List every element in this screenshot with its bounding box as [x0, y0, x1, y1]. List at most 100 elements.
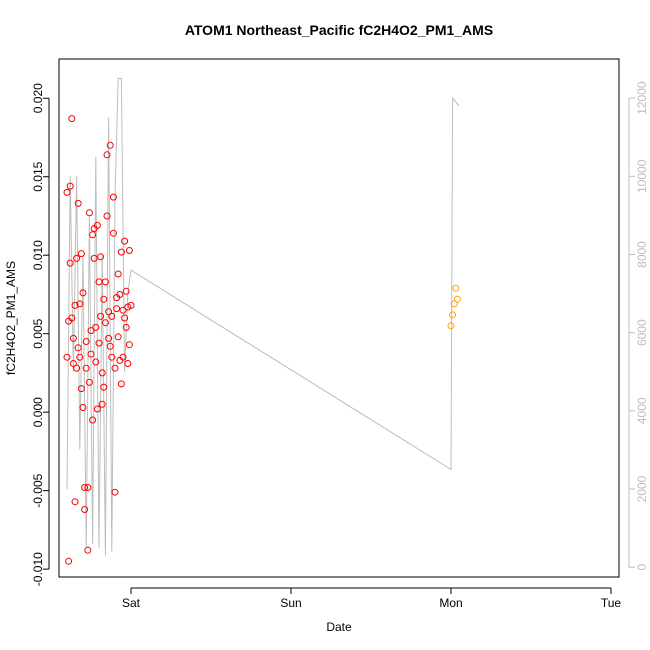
data-point — [114, 333, 122, 341]
data-point — [69, 360, 77, 367]
data-point — [449, 311, 457, 319]
y2-tick-label: 10000 — [635, 159, 649, 193]
data-point — [89, 231, 97, 239]
gray-line-series — [66, 78, 460, 556]
x-tick-label: Tue — [601, 596, 622, 610]
data-point — [77, 250, 85, 258]
data-point — [111, 488, 119, 496]
data-point — [63, 188, 71, 196]
y-tick-label: 0.000 — [31, 397, 45, 427]
data-point — [79, 404, 87, 411]
data-point — [125, 247, 133, 254]
data-point — [113, 305, 121, 313]
data-point — [125, 341, 133, 349]
y-axis-right: 0 2000 4000 6000 8000 10000 12000 — [628, 81, 649, 571]
x-tick-label: Mon — [439, 596, 462, 610]
plot-area-frame — [58, 58, 620, 578]
data-point — [122, 287, 130, 295]
data-point — [114, 270, 122, 278]
data-point — [447, 322, 455, 330]
data-point — [127, 301, 135, 309]
data-point — [103, 212, 111, 220]
data-point — [69, 334, 77, 342]
x-tick-label: Sun — [280, 596, 301, 610]
data-point — [105, 334, 113, 342]
data-point — [82, 364, 90, 372]
data-point — [109, 229, 117, 237]
data-point — [74, 199, 82, 207]
data-point — [124, 360, 132, 367]
chart-title: ATOM1 Northeast_Pacific fC2H4O2_PM1_AMS — [185, 22, 493, 38]
y2-tick-label: 4000 — [635, 397, 649, 424]
data-point — [450, 300, 458, 308]
data-point — [119, 306, 127, 314]
data-point — [98, 369, 106, 377]
data-point — [66, 259, 74, 267]
data-point — [66, 182, 74, 190]
data-point — [109, 193, 117, 201]
x-axis-label: Date — [326, 620, 352, 634]
y-tick-label: -0.005 — [31, 473, 45, 507]
data-point — [71, 498, 79, 506]
data-point — [65, 557, 73, 565]
x-tick-label: Sat — [122, 596, 141, 610]
data-point — [116, 291, 124, 298]
data-point — [93, 405, 101, 413]
data-point — [76, 300, 84, 308]
data-point — [89, 416, 97, 424]
data-point — [106, 141, 114, 149]
y2-tick-label: 8000 — [635, 241, 649, 268]
data-point — [87, 327, 95, 335]
data-point — [92, 358, 100, 366]
data-point — [85, 209, 93, 217]
data-point — [117, 380, 125, 388]
data-point — [97, 312, 105, 320]
data-point — [77, 385, 85, 393]
data-point — [101, 319, 109, 327]
data-point — [452, 284, 460, 292]
data-point — [81, 484, 89, 491]
data-point — [76, 353, 84, 361]
y-tick-label: 0.015 — [31, 161, 45, 191]
data-point — [93, 221, 101, 229]
data-point — [106, 342, 114, 350]
y-axis-label: fC2H4O2_PM1_AMS — [4, 261, 18, 375]
data-point — [87, 350, 95, 358]
y-axis-left: -0.010 -0.005 0.000 0.005 0.010 0.015 0.020 — [31, 83, 50, 586]
data-point — [81, 506, 89, 513]
data-point — [90, 254, 98, 262]
data-point — [73, 364, 81, 372]
data-point — [117, 248, 125, 256]
data-point — [121, 314, 129, 322]
data-point — [108, 353, 116, 361]
data-point — [79, 289, 87, 297]
data-point — [84, 546, 92, 554]
data-point — [122, 323, 130, 331]
data-point — [111, 364, 119, 372]
y-tick-label: 0.020 — [31, 83, 45, 113]
data-point — [82, 338, 90, 345]
data-point — [85, 378, 93, 386]
y2-tick-label: 2000 — [635, 475, 649, 502]
data-point — [74, 344, 82, 352]
y2-tick-label: 6000 — [635, 319, 649, 346]
data-point — [95, 339, 103, 347]
data-point — [121, 237, 129, 245]
data-point — [97, 253, 105, 261]
data-point — [101, 278, 109, 286]
data-point — [453, 295, 461, 303]
data-point — [119, 353, 127, 361]
data-point — [68, 115, 76, 123]
data-point — [100, 295, 108, 303]
y-tick-label: 0.005 — [31, 318, 45, 348]
data-point — [63, 353, 71, 361]
data-point — [103, 151, 111, 159]
points-layer — [63, 115, 461, 565]
data-point — [71, 301, 79, 309]
y-tick-label: -0.010 — [31, 552, 45, 586]
data-point — [68, 314, 76, 322]
x-axis: Sat Sun Mon Tue — [122, 587, 622, 610]
y-tick-label: 0.010 — [31, 240, 45, 270]
data-point — [92, 323, 100, 331]
